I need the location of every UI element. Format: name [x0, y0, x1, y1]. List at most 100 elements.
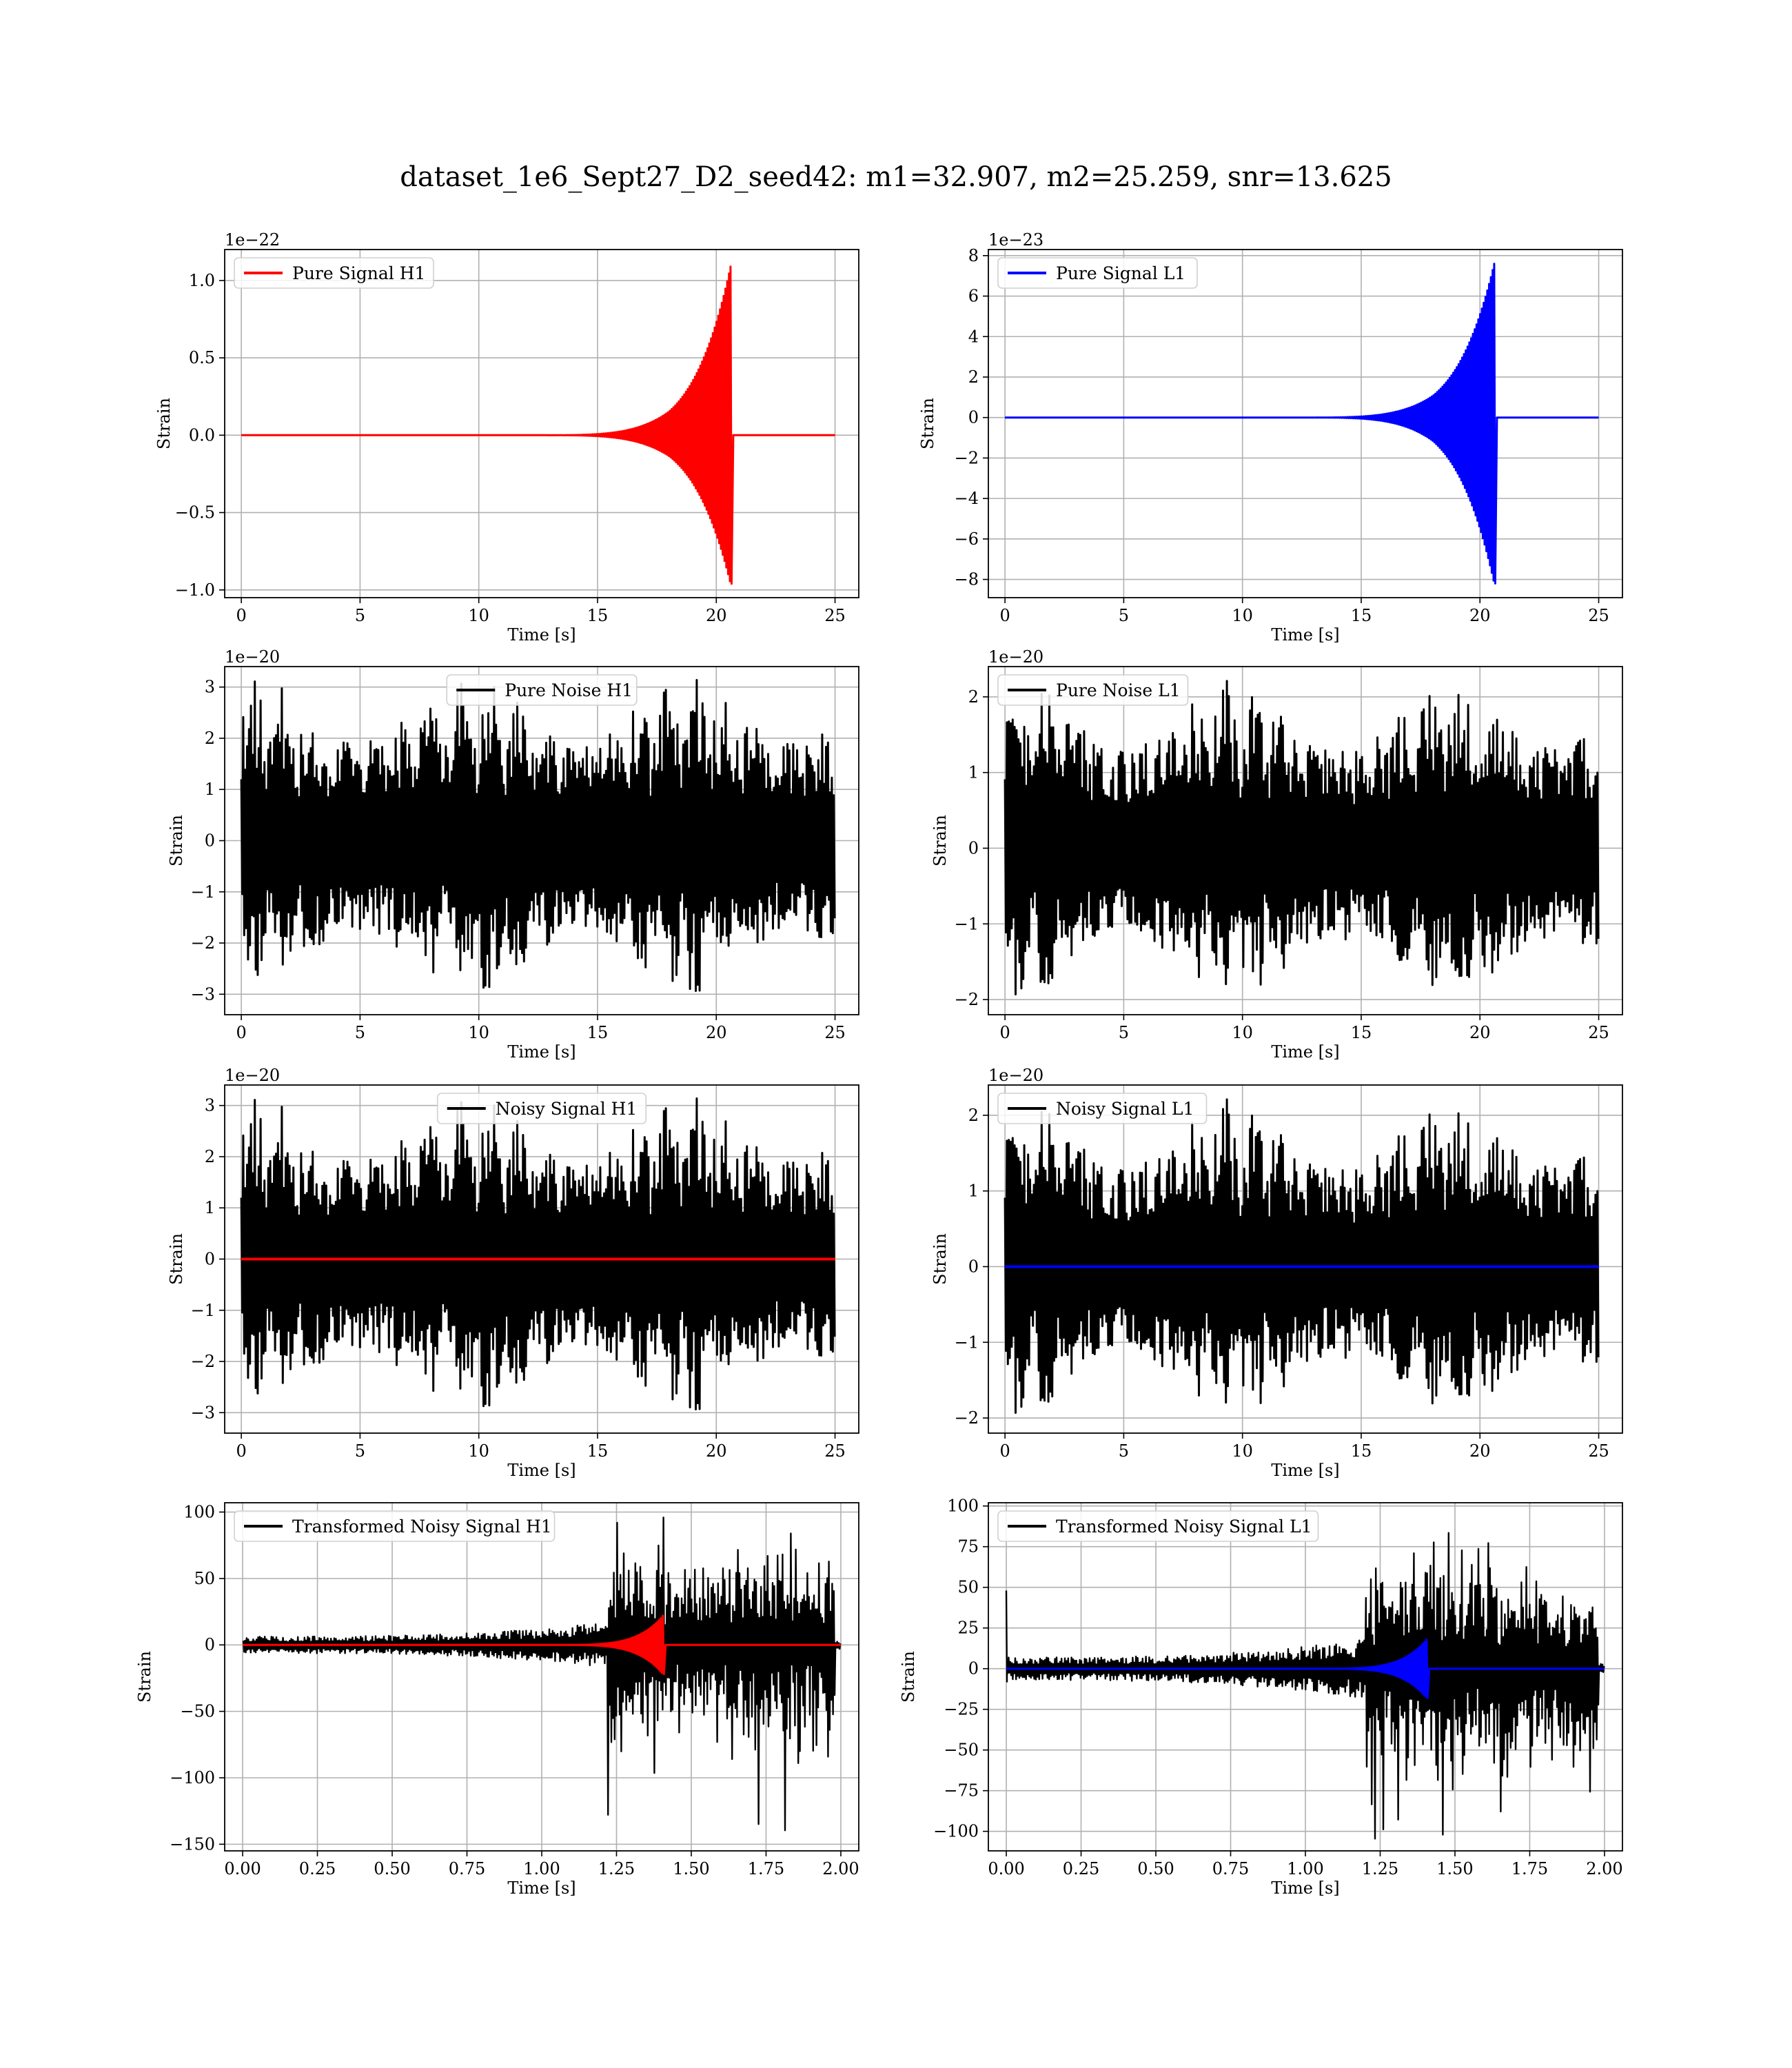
x-tick-label: 20 — [1469, 606, 1491, 625]
panel-1: 0 5 10 15 20 25 −1.0 −0.5 0.0 0.5 1.0 Time [s] Strai… — [154, 230, 859, 645]
y-axis-label: Strain — [930, 815, 950, 866]
x-tick-label: 10 — [1232, 606, 1253, 625]
y-tick-label: 75 — [957, 1537, 979, 1557]
legend-label: Pure Noise L1 — [1056, 680, 1181, 700]
panel-4: 0 5 10 15 20 25 −2 −1 0 1 2 Time [s] Strain 1e−20 Pure… — [930, 647, 1623, 1062]
y-tick-label: −1 — [191, 1301, 215, 1320]
series-line-2 — [243, 1614, 841, 1676]
y-tick-label: 2 — [205, 729, 215, 748]
y-axis-label: Strain — [899, 1651, 918, 1703]
axis-offset-text: 1e−20 — [225, 647, 280, 667]
axis-offset-text: 1e−22 — [225, 230, 280, 250]
y-tick-label: −50 — [944, 1741, 979, 1760]
x-tick-label: 0.75 — [1212, 1859, 1249, 1878]
x-tick-label: 20 — [706, 1023, 727, 1042]
x-tick-label: 10 — [1232, 1023, 1253, 1042]
axes-frame — [224, 249, 859, 598]
y-tick-label: −2 — [955, 990, 979, 1009]
y-tick-label: −25 — [944, 1700, 979, 1719]
y-tick-label: −100 — [933, 1822, 979, 1841]
y-axis-label: Strain — [930, 1233, 950, 1285]
x-axis-label: Time [s] — [507, 625, 576, 645]
x-tick-label: 10 — [1232, 1441, 1253, 1461]
y-tick-label: 0 — [968, 838, 979, 858]
x-tick-label: 5 — [355, 606, 365, 625]
y-tick-label: −50 — [180, 1702, 215, 1721]
y-tick-label: −2 — [191, 933, 215, 953]
plot-area — [241, 265, 835, 585]
y-tick-label: −0.5 — [175, 503, 215, 523]
panel-3: 0 5 10 15 20 25 −3 −2 −1 0 1 2 3 Time [s] Strain 1e−20 P… — [167, 647, 859, 1062]
y-tick-label: 2 — [968, 1106, 979, 1125]
x-tick-label: 25 — [824, 606, 846, 625]
plot-area — [1005, 263, 1599, 585]
legend-box — [997, 257, 1198, 289]
y-tick-label: 0 — [205, 1250, 215, 1269]
x-tick-label: 10 — [468, 1441, 489, 1461]
legend-box — [997, 674, 1189, 706]
legend-box — [446, 674, 638, 706]
axis-offset-text: 1e−20 — [988, 647, 1043, 667]
legend-box — [997, 1093, 1208, 1124]
x-tick-label: 0 — [236, 606, 246, 625]
x-tick-label: 15 — [1351, 1023, 1372, 1042]
x-tick-label: 20 — [706, 606, 727, 625]
y-tick-label: 0 — [205, 831, 215, 851]
y-tick-label: −1 — [191, 882, 215, 902]
axes-frame — [988, 1084, 1623, 1434]
legend-label: Pure Noise H1 — [505, 680, 633, 700]
y-axis-label: Strain — [167, 1233, 186, 1285]
x-tick-label: 0 — [999, 1023, 1010, 1042]
x-tick-label: 1.75 — [1511, 1859, 1548, 1878]
y-tick-label: 0 — [968, 1257, 979, 1276]
legend-box — [436, 1093, 647, 1124]
panel-5: 0 5 10 15 20 25 −3 −2 −1 0 1 2 3 Time [s] Strain 1e−20 N… — [167, 1066, 859, 1480]
y-tick-label: 4 — [968, 327, 979, 346]
series-line-1 — [1005, 1532, 1605, 1840]
legend-box — [234, 1510, 556, 1542]
legend-label: Transformed Noisy Signal H1 — [292, 1517, 552, 1537]
y-axis-label: Strain — [135, 1651, 154, 1703]
axis-offset-text: 1e−20 — [988, 1066, 1043, 1085]
y-tick-label: −150 — [170, 1834, 215, 1854]
panel-8: 0.00 0.25 0.50 0.75 1.00 1.25 1.50 1.75 2.00 −100… — [899, 1497, 1623, 1898]
legend-label: Pure Signal L1 — [1056, 263, 1185, 283]
series-line-1 — [240, 1097, 836, 1410]
x-tick-label: 1.00 — [1287, 1859, 1323, 1878]
x-axis-label: Time [s] — [1271, 1878, 1339, 1898]
x-tick-label: 15 — [587, 606, 609, 625]
x-tick-label: 20 — [706, 1441, 727, 1461]
x-tick-label: 0 — [236, 1023, 246, 1042]
x-tick-label: 15 — [587, 1023, 609, 1042]
y-tick-label: 3 — [205, 678, 215, 697]
y-tick-label: −3 — [191, 984, 215, 1004]
panel-7: 0.00 0.25 0.50 0.75 1.00 1.25 1.50 1.75 2.00 −150… — [135, 1502, 859, 1898]
y-tick-label: −2 — [191, 1352, 215, 1371]
series-line-1 — [1004, 1098, 1600, 1414]
y-tick-label: 0 — [968, 408, 979, 427]
series-line-1 — [242, 1517, 842, 1832]
axis-offset-text: 1e−20 — [225, 1066, 280, 1085]
x-tick-label: 25 — [824, 1441, 846, 1461]
x-tick-label: 25 — [824, 1023, 846, 1042]
x-tick-label: 0 — [999, 1441, 1010, 1461]
y-tick-label: 3 — [205, 1096, 215, 1115]
x-tick-label: 0 — [236, 1441, 246, 1461]
x-tick-label: 15 — [587, 1441, 609, 1461]
y-tick-label: −2 — [955, 448, 979, 467]
y-axis-label: Strain — [167, 815, 186, 866]
legend-box — [234, 257, 434, 289]
legend-label: Noisy Signal L1 — [1056, 1099, 1194, 1119]
y-tick-label: 0.0 — [189, 425, 215, 445]
panel-2: 0 5 10 15 20 25 −8 −6 −4 −2 0 2 4 6 8 Time [s] Strain 1e−… — [918, 230, 1623, 645]
y-tick-label: 100 — [947, 1497, 979, 1516]
y-tick-label: 1 — [205, 780, 215, 799]
y-tick-label: 1 — [968, 1182, 979, 1201]
y-tick-label: 2 — [968, 367, 979, 387]
y-tick-label: 50 — [957, 1578, 979, 1597]
y-axis-label: Strain — [918, 398, 937, 449]
x-tick-label: 5 — [355, 1023, 365, 1042]
y-axis-label: Strain — [154, 398, 174, 449]
x-tick-label: 1.50 — [1436, 1859, 1473, 1878]
x-tick-label: 2.00 — [1586, 1859, 1622, 1878]
